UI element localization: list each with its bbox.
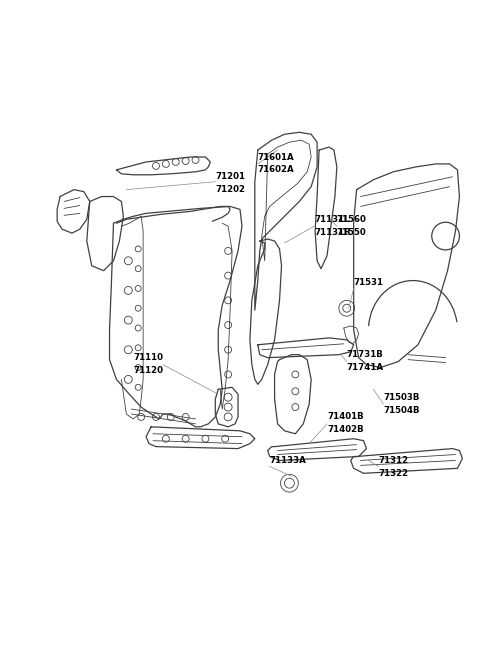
Text: 71133A: 71133A	[270, 456, 306, 465]
Text: 71131L: 71131L	[314, 215, 349, 224]
Text: 71201: 71201	[216, 173, 245, 181]
Text: 71550: 71550	[337, 228, 367, 237]
Text: 71560: 71560	[337, 215, 367, 224]
Text: 71202: 71202	[216, 185, 245, 194]
Text: 71731B: 71731B	[347, 350, 384, 359]
Text: 71322: 71322	[378, 469, 408, 478]
Text: 71741A: 71741A	[347, 363, 384, 372]
Text: 71503B: 71503B	[384, 393, 420, 401]
Text: 71504B: 71504B	[384, 405, 420, 415]
Text: 71110: 71110	[133, 353, 163, 362]
Text: 71401B: 71401B	[327, 413, 364, 421]
Text: 71312: 71312	[378, 456, 408, 465]
Text: 71531: 71531	[354, 278, 384, 287]
Text: 71402B: 71402B	[327, 425, 364, 434]
Text: 71602A: 71602A	[258, 165, 294, 174]
Text: 71120: 71120	[133, 366, 163, 375]
Text: 71131R: 71131R	[314, 228, 351, 237]
Text: 71601A: 71601A	[258, 152, 294, 161]
